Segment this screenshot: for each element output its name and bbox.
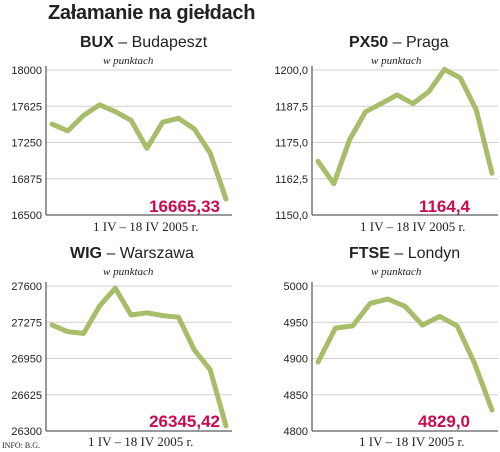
y-tick-label: 1175,0 <box>275 138 308 150</box>
period-label: 1 IV – 18 IV 2005 r. <box>93 219 199 234</box>
y-tick-label: 27275 <box>11 317 42 329</box>
last-value-label: 4829,0 <box>418 412 470 431</box>
y-tick-label: 27600 <box>11 281 42 293</box>
panel-title-bux: BUX – Budapeszt <box>80 34 208 51</box>
index-name: BUX <box>80 34 114 51</box>
unit-label: w punktach <box>371 55 422 67</box>
unit-label: w punktach <box>371 266 422 278</box>
y-tick-label: 1200,0 <box>274 65 308 77</box>
y-tick-label: 18000 <box>11 65 42 77</box>
y-tick-label: 1150,0 <box>275 210 308 222</box>
series-line <box>49 285 229 429</box>
index-name: FTSE <box>349 245 390 262</box>
y-tick-label: 26950 <box>11 354 42 366</box>
y-tick-label: 16875 <box>11 174 42 186</box>
y-tick-label: 17250 <box>11 138 42 150</box>
y-tick-label: 4800 <box>284 426 308 438</box>
index-name: WIG <box>70 245 102 262</box>
y-tick-label: 16500 <box>11 210 42 222</box>
y-tick-label: 1162,5 <box>275 174 308 186</box>
city-name: Budapeszt <box>131 34 208 51</box>
source-note: INFO: B.G. <box>2 441 41 450</box>
y-tick-label: 17625 <box>11 101 42 113</box>
last-value-label: 16665,33 <box>149 197 220 216</box>
period-label: 1 IV – 18 IV 2005 r. <box>88 434 194 449</box>
last-value-label: 1164,4 <box>419 197 471 216</box>
index-name: PX50 <box>349 34 389 51</box>
y-tick-label: 26300 <box>11 426 42 438</box>
series-line <box>315 66 495 187</box>
series-line <box>49 102 229 202</box>
y-tick-label: 1187,5 <box>275 101 308 113</box>
y-tick-label: 4850 <box>284 390 308 402</box>
main-title: Załamanie na giełdach <box>48 2 256 24</box>
y-tick-label: 5000 <box>284 281 308 293</box>
city-name: Londyn <box>407 245 461 262</box>
last-value-label: 26345,42 <box>149 412 220 431</box>
city-name: Praga <box>405 34 449 51</box>
y-tick-label: 4900 <box>284 354 308 366</box>
period-label: 1 IV – 18 IV 2005 r. <box>359 434 465 449</box>
y-tick-label: 4950 <box>284 317 308 329</box>
panel-title-wig: WIG – Warszawa <box>70 245 194 262</box>
city-name: Warszawa <box>119 245 194 262</box>
series-line <box>315 296 495 413</box>
unit-label: w punktach <box>103 55 154 67</box>
unit-label: w punktach <box>103 266 154 278</box>
y-tick-label: 26625 <box>11 390 42 402</box>
period-label: 1 IV – 18 IV 2005 r. <box>360 219 466 234</box>
panel-title-ftse: FTSE – Londyn <box>349 245 461 262</box>
panel-title-px50: PX50 – Praga <box>349 34 449 51</box>
